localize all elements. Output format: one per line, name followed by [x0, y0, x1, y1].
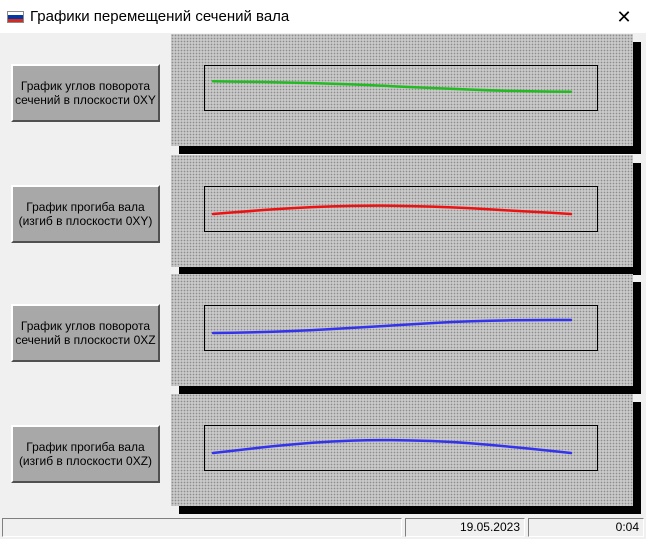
plot-frame	[204, 425, 598, 471]
status-bar: 19.05.2023 0:04	[0, 516, 646, 539]
flag-stripe-white	[8, 12, 23, 16]
plot-panel-deflection-xz	[171, 394, 633, 506]
plot-panel-deflection-xy	[171, 155, 633, 267]
window-title: Графики перемещений сечений вала	[30, 8, 290, 25]
plot-frame	[204, 65, 598, 111]
button-deflection-plot-xz[interactable]: График прогиба вала (изгиб в плоскости 0…	[11, 425, 160, 483]
plot-angle-xy	[211, 80, 573, 93]
title-bar: Графики перемещений сечений вала ✕	[0, 0, 646, 33]
app-flag-icon	[7, 11, 24, 23]
plot-deflection-xz	[211, 438, 573, 455]
status-message	[2, 518, 402, 537]
flag-stripe-blue	[8, 15, 23, 19]
close-icon[interactable]: ✕	[616, 7, 632, 27]
curve-line	[211, 80, 573, 93]
plot-panel-angle-xy	[171, 34, 633, 146]
plot-frame	[204, 305, 598, 351]
button-deflection-plot-xy[interactable]: График прогиба вала (изгиб в плоскости 0…	[11, 185, 160, 243]
button-angle-plot-xy[interactable]: График углов поворота сечений в плоскост…	[11, 64, 160, 122]
client-area: График углов поворота сечений в плоскост…	[0, 33, 646, 516]
curve-line	[211, 204, 573, 216]
plot-frame	[204, 186, 598, 232]
status-date: 19.05.2023	[405, 518, 525, 537]
plot-angle-xz	[211, 318, 573, 335]
plot-panel-angle-xz	[171, 274, 633, 386]
status-time: 0:04	[528, 518, 644, 537]
curve-line	[211, 318, 573, 335]
button-angle-plot-xz[interactable]: График углов поворота сечений в плоскост…	[11, 304, 160, 362]
flag-stripe-red	[8, 18, 23, 22]
plot-deflection-xy	[211, 204, 573, 216]
curve-line	[211, 438, 573, 455]
